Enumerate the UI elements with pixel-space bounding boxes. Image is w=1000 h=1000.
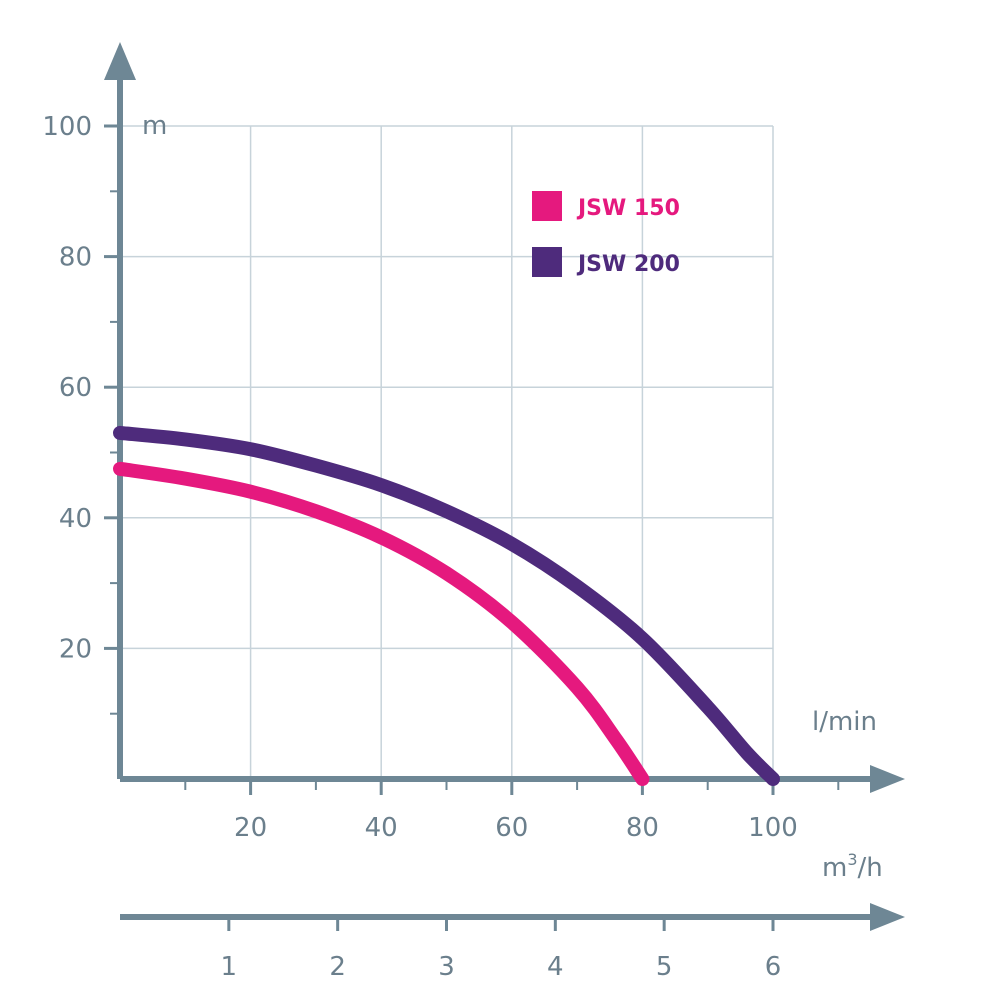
y-tick-label: 100 bbox=[42, 112, 92, 142]
x2-tick-label: 3 bbox=[438, 952, 455, 982]
x2-tick-label: 6 bbox=[765, 952, 782, 982]
series-line-jsw-150 bbox=[113, 461, 650, 786]
y-tick-label: 40 bbox=[59, 504, 92, 534]
x-axis-unit: l/min bbox=[812, 707, 877, 737]
x2-tick-label: 4 bbox=[547, 952, 564, 982]
y-tick-label: 80 bbox=[59, 243, 92, 273]
x2-unit-base: m bbox=[822, 853, 847, 883]
x2-axis-arrow bbox=[870, 903, 905, 931]
legend-label-jsw-150: JSW 150 bbox=[576, 196, 680, 221]
x-tick-label: 100 bbox=[748, 813, 798, 843]
x-tick-label: 80 bbox=[626, 813, 659, 843]
series-lines bbox=[113, 425, 780, 786]
axes: 20 40 60 80 100 20 40 60 80 100 1 2 3 4 5 6 bbox=[42, 42, 905, 982]
x2-axis-unit: m3/h bbox=[822, 850, 883, 883]
grid bbox=[120, 125, 774, 779]
legend: JSW 150 JSW 200 bbox=[532, 191, 680, 277]
y-tick-label: 20 bbox=[59, 634, 92, 664]
legend-swatch-jsw-150 bbox=[532, 191, 562, 221]
x2-unit-sup: 3 bbox=[847, 850, 857, 869]
x-tick-label: 40 bbox=[365, 813, 398, 843]
x-tick-label: 60 bbox=[495, 813, 528, 843]
x2-tick-label: 1 bbox=[221, 952, 238, 982]
y-tick-label: 60 bbox=[59, 373, 92, 403]
x2-unit-rest: /h bbox=[858, 853, 883, 883]
y-axis-arrow bbox=[104, 42, 136, 80]
x2-tick-label: 5 bbox=[656, 952, 673, 982]
x-axis-arrow bbox=[870, 765, 905, 793]
legend-swatch-jsw-200 bbox=[532, 247, 562, 277]
series-line-jsw-200 bbox=[113, 425, 780, 786]
x2-tick-label: 2 bbox=[329, 952, 346, 982]
legend-label-jsw-200: JSW 200 bbox=[576, 252, 680, 277]
y-axis-unit: m bbox=[142, 111, 167, 141]
x-tick-label: 20 bbox=[234, 813, 267, 843]
